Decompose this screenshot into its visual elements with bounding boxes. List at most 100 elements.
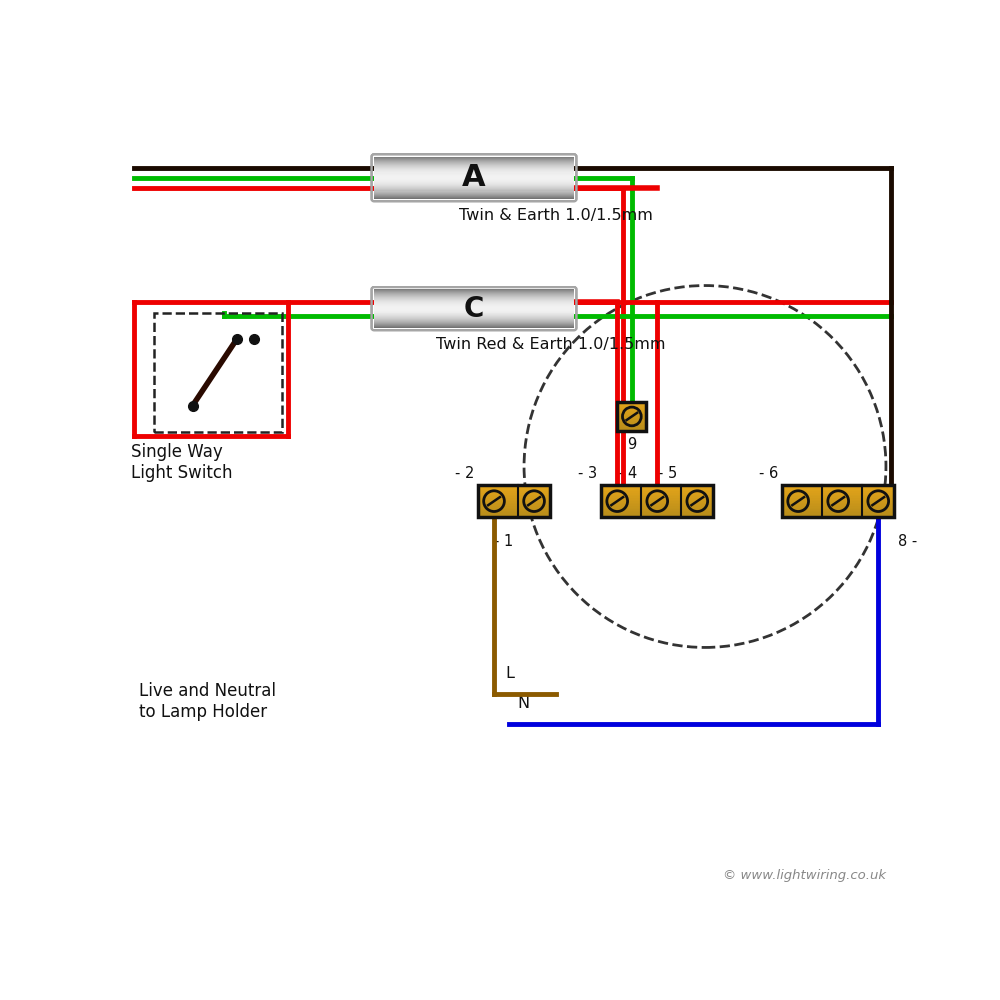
Bar: [601, 496, 633, 498]
Bar: [862, 485, 894, 487]
Bar: [601, 488, 713, 490]
Bar: [782, 504, 814, 506]
Bar: [374, 182, 574, 183]
Bar: [862, 495, 894, 496]
Bar: [374, 190, 574, 192]
Bar: [518, 488, 550, 490]
Text: - 1: - 1: [494, 534, 513, 549]
Bar: [782, 514, 894, 516]
Bar: [681, 516, 713, 517]
Bar: [374, 198, 574, 199]
Bar: [374, 178, 574, 179]
Bar: [374, 168, 574, 169]
Bar: [782, 487, 814, 488]
Bar: [518, 506, 550, 508]
Bar: [518, 485, 550, 487]
Bar: [374, 189, 574, 190]
Bar: [617, 412, 646, 414]
Bar: [617, 418, 646, 419]
Bar: [601, 493, 633, 495]
Bar: [518, 496, 550, 498]
Bar: [641, 508, 673, 509]
Bar: [641, 495, 673, 496]
Bar: [601, 491, 713, 493]
Bar: [374, 160, 574, 161]
Bar: [681, 504, 713, 506]
Bar: [374, 181, 574, 182]
Bar: [601, 506, 713, 508]
Bar: [862, 512, 894, 514]
Bar: [601, 508, 713, 509]
Bar: [478, 495, 510, 496]
Bar: [681, 512, 713, 514]
Text: 9: 9: [627, 437, 636, 452]
Bar: [601, 485, 713, 487]
Bar: [601, 498, 713, 500]
Bar: [862, 491, 894, 493]
Bar: [782, 504, 894, 506]
Bar: [478, 503, 510, 504]
Text: 8 -: 8 -: [898, 534, 918, 549]
Bar: [782, 509, 894, 511]
Bar: [601, 495, 633, 496]
Bar: [478, 508, 510, 509]
Text: © www.lightwiring.co.uk: © www.lightwiring.co.uk: [723, 869, 886, 882]
Bar: [782, 500, 814, 501]
Bar: [601, 485, 713, 517]
Bar: [478, 512, 550, 514]
Bar: [617, 403, 646, 405]
Bar: [374, 186, 574, 187]
Bar: [617, 428, 646, 430]
Bar: [601, 514, 633, 516]
Bar: [518, 501, 550, 503]
Bar: [478, 504, 550, 506]
Bar: [782, 511, 894, 512]
Bar: [601, 509, 713, 511]
Bar: [641, 506, 673, 508]
Bar: [617, 402, 646, 403]
Bar: [478, 490, 550, 491]
Bar: [374, 170, 574, 171]
Bar: [782, 490, 814, 491]
Bar: [681, 485, 713, 487]
Bar: [617, 406, 646, 408]
Bar: [374, 158, 574, 159]
Bar: [374, 184, 574, 185]
Bar: [478, 500, 550, 501]
Bar: [374, 165, 574, 166]
Bar: [822, 488, 854, 490]
Bar: [601, 501, 713, 503]
Bar: [518, 503, 550, 504]
Bar: [822, 503, 854, 504]
Text: Single Way
Light Switch: Single Way Light Switch: [131, 443, 233, 482]
Bar: [822, 485, 854, 487]
Bar: [374, 183, 574, 184]
Bar: [478, 485, 550, 517]
Bar: [822, 506, 854, 508]
Bar: [681, 495, 713, 496]
Bar: [822, 514, 854, 516]
Bar: [617, 408, 646, 409]
Bar: [782, 485, 894, 517]
Bar: [374, 177, 574, 178]
Bar: [478, 514, 510, 516]
Bar: [601, 501, 633, 503]
Bar: [478, 506, 550, 508]
Bar: [601, 487, 713, 488]
Bar: [782, 508, 894, 509]
Bar: [478, 516, 510, 517]
Bar: [601, 508, 633, 509]
Bar: [601, 491, 633, 493]
Bar: [374, 188, 574, 189]
Bar: [601, 504, 633, 506]
Bar: [641, 503, 673, 504]
Bar: [374, 157, 574, 158]
Bar: [478, 487, 550, 488]
Bar: [641, 501, 673, 503]
Bar: [681, 491, 713, 493]
Bar: [601, 504, 713, 506]
Bar: [374, 187, 574, 188]
Bar: [617, 411, 646, 412]
Bar: [374, 179, 574, 180]
Bar: [641, 500, 673, 501]
